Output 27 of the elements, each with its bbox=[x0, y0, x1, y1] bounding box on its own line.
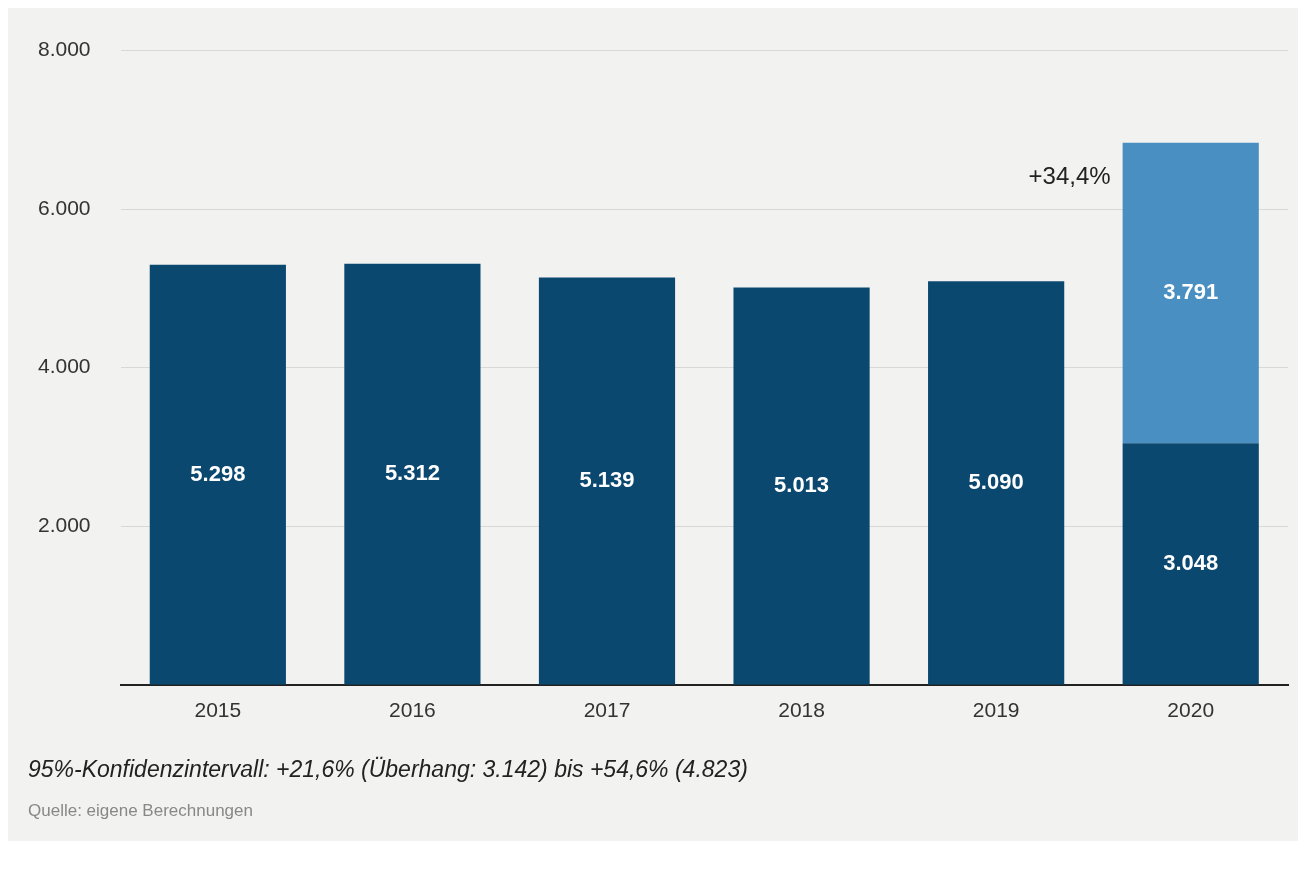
y-tick-label: 6.000 bbox=[37, 195, 91, 219]
x-tick-label: 2020 bbox=[1167, 698, 1215, 722]
bar bbox=[733, 287, 870, 685]
source-note: Quelle: eigene Berechnungen bbox=[28, 801, 254, 821]
bar bbox=[1122, 142, 1259, 444]
data-label: 5.298 bbox=[190, 460, 246, 486]
data-label: 3.048 bbox=[1163, 550, 1219, 576]
x-tick-label: 2015 bbox=[194, 698, 242, 722]
y-tick-label: 8.000 bbox=[37, 37, 91, 61]
data-label: 5.312 bbox=[384, 460, 440, 486]
bar bbox=[538, 277, 676, 685]
data-label: 3.791 bbox=[1163, 278, 1219, 304]
data-label: 5.013 bbox=[774, 472, 830, 498]
x-tick-label: 2018 bbox=[778, 698, 825, 722]
annotation: +34,4% bbox=[1028, 162, 1111, 190]
text: 95%-Konfidenzintervall: +21,6% (Überhang: 3.142) bis +54,6% (4.823) bbox=[28, 756, 749, 783]
bar bbox=[344, 263, 481, 685]
x-tick-label: 2019 bbox=[972, 698, 1020, 722]
x-tick-label: 2017 bbox=[583, 698, 631, 722]
bar bbox=[1122, 443, 1259, 685]
y-tick-label: 4.000 bbox=[37, 354, 91, 378]
x-tick-label: 2016 bbox=[389, 698, 436, 722]
y-tick-label: 2.000 bbox=[37, 513, 91, 537]
bar bbox=[928, 281, 1065, 685]
bar bbox=[149, 264, 286, 685]
data-label: 5.139 bbox=[579, 467, 635, 493]
data-label: 5.090 bbox=[968, 469, 1024, 495]
